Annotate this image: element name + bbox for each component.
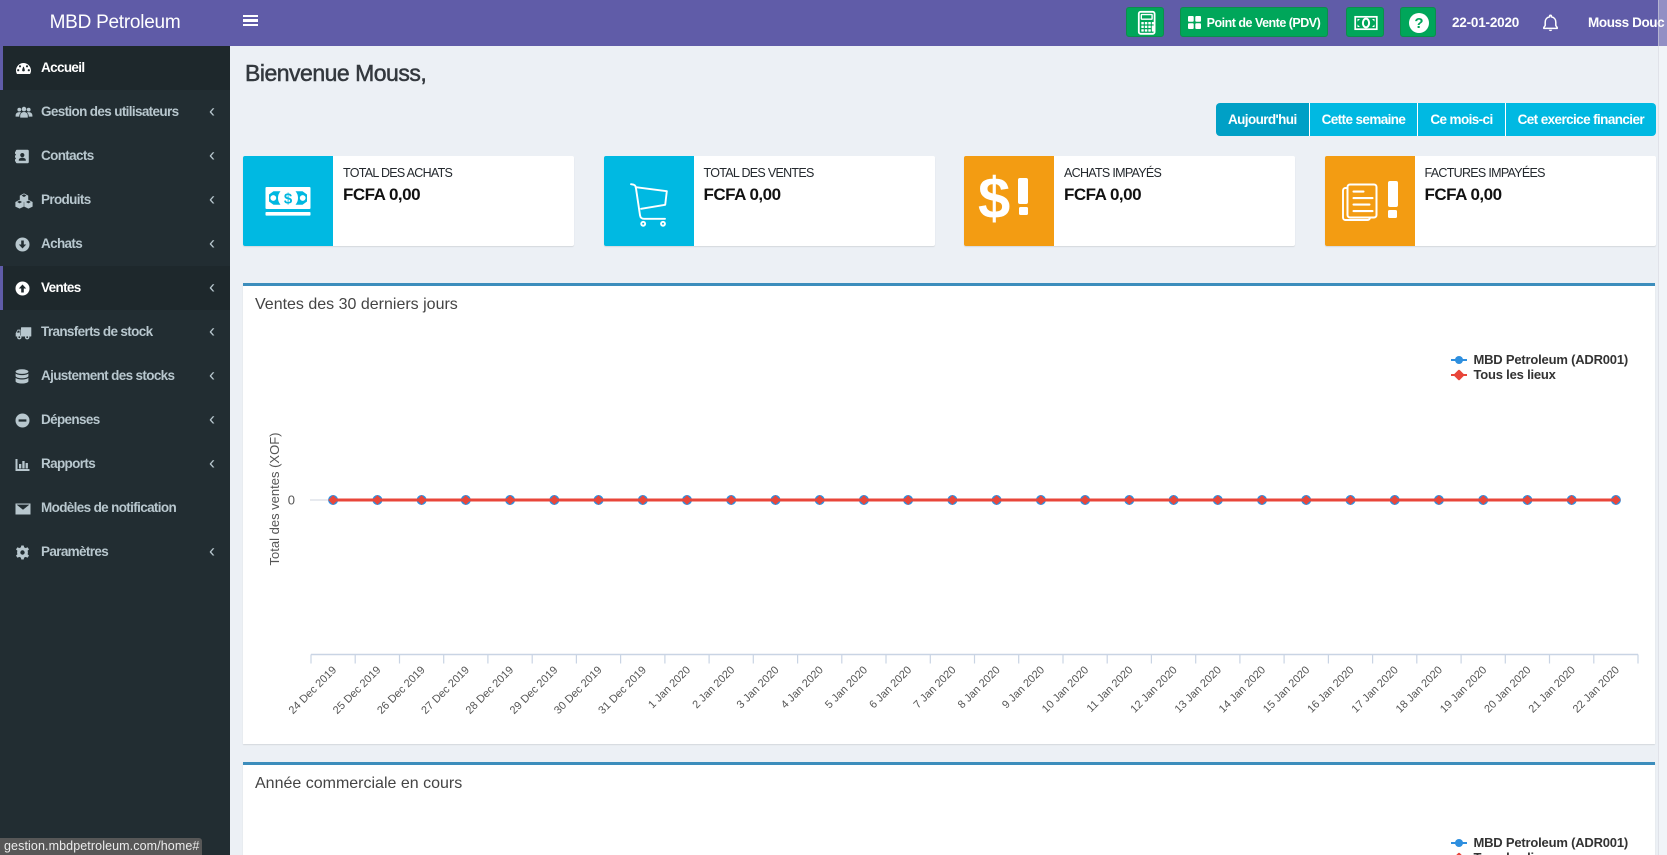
svg-text:22 Jan 2020: 22 Jan 2020 <box>1571 664 1622 715</box>
svg-text:9 Jan 2020: 9 Jan 2020 <box>1000 664 1047 711</box>
svg-text:1 Jan 2020: 1 Jan 2020 <box>646 664 693 711</box>
svg-text:18 Jan 2020: 18 Jan 2020 <box>1394 664 1445 715</box>
svg-text:8 Jan 2020: 8 Jan 2020 <box>956 664 1003 711</box>
svg-text:3 Jan 2020: 3 Jan 2020 <box>735 664 782 711</box>
svg-text:7 Jan 2020: 7 Jan 2020 <box>912 664 959 711</box>
svg-text:?: ? <box>1414 15 1423 32</box>
svg-text:20 Jan 2020: 20 Jan 2020 <box>1482 664 1533 715</box>
svg-text:6 Jan 2020: 6 Jan 2020 <box>867 664 914 711</box>
svg-text:$: $ <box>284 190 293 207</box>
svg-text:0: 0 <box>288 493 295 508</box>
svg-text:Total des ventes (XOF): Total des ventes (XOF) <box>267 433 282 566</box>
svg-text:5 Jan 2020: 5 Jan 2020 <box>823 664 870 711</box>
svg-text:4 Jan 2020: 4 Jan 2020 <box>779 664 826 711</box>
svg-text:31 Dec 2019: 31 Dec 2019 <box>596 664 649 717</box>
svg-text:10 Jan 2020: 10 Jan 2020 <box>1040 664 1091 715</box>
svg-text:15 Jan 2020: 15 Jan 2020 <box>1261 664 1312 715</box>
svg-text:2 Jan 2020: 2 Jan 2020 <box>690 664 737 711</box>
